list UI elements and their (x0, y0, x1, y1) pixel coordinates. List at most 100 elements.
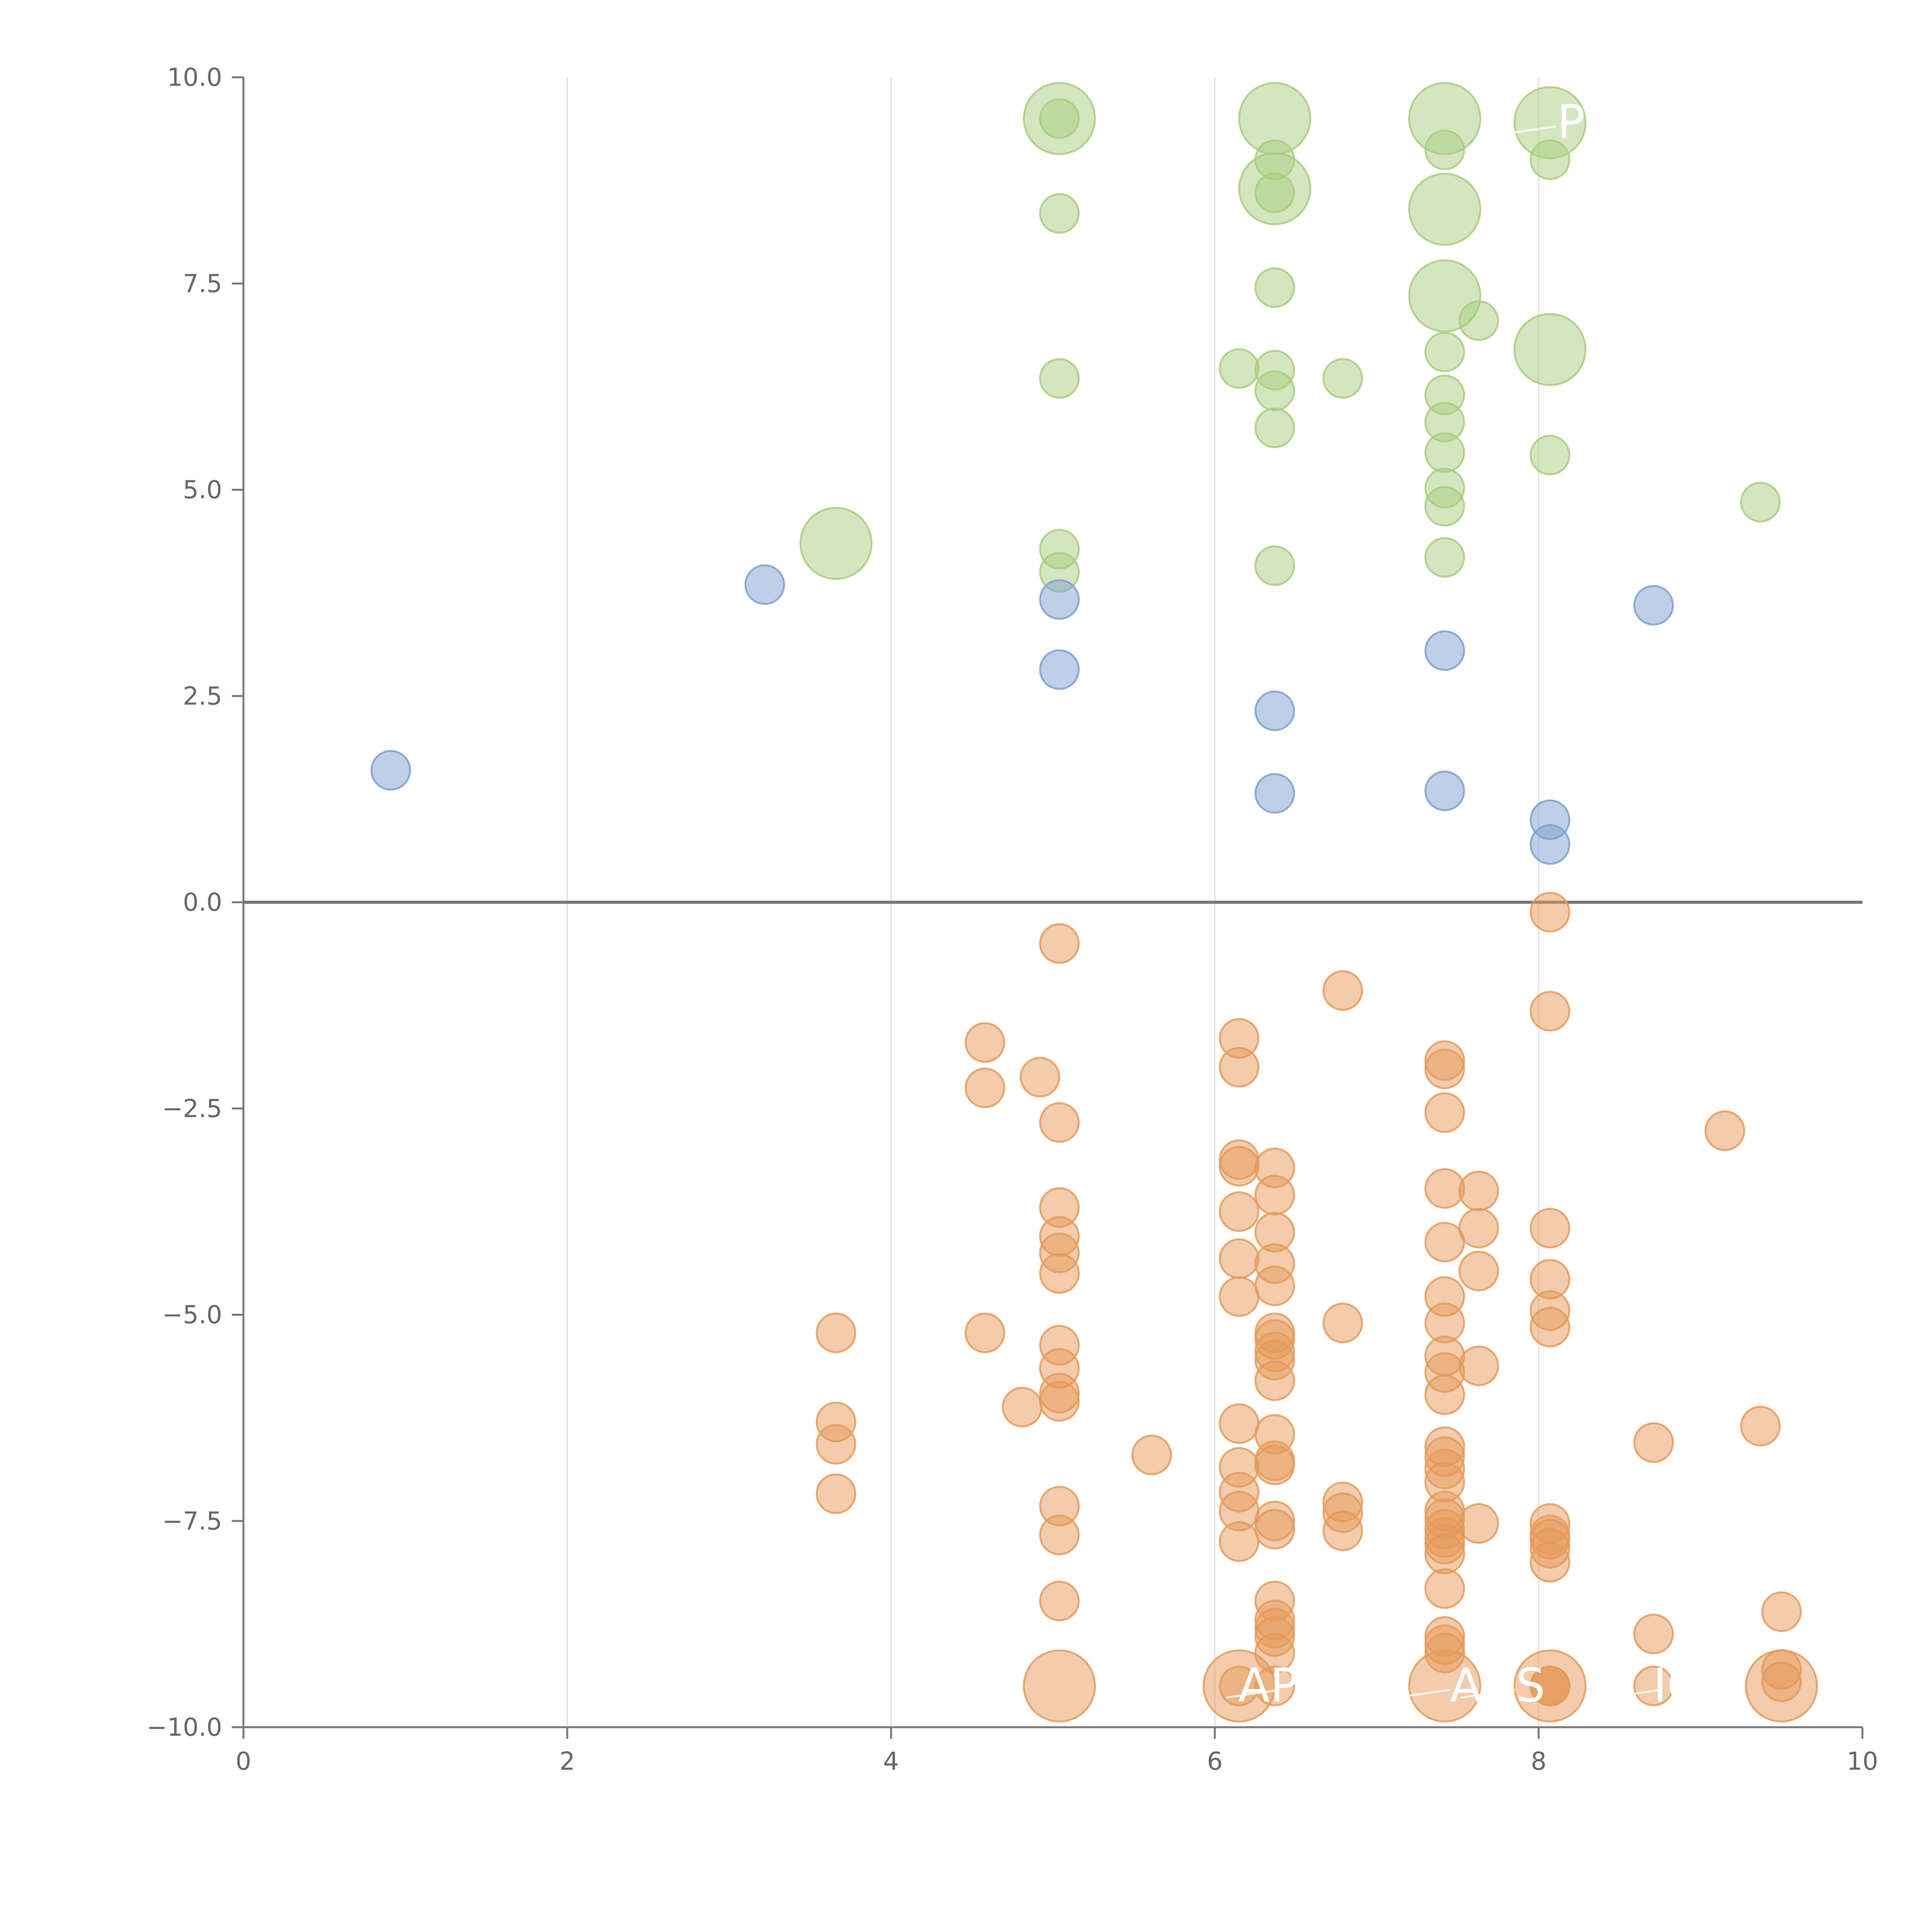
data-point-orange (1424, 1048, 1465, 1089)
data-point-orange (1219, 1191, 1260, 1232)
data-point-orange (1529, 991, 1570, 1032)
annotation-leader-line (1606, 1689, 1661, 1699)
data-point-green (1254, 172, 1295, 213)
data-point-green (1408, 173, 1481, 246)
axes: 0 2 4 6 8 10 10.0 7.5 5.0 2.5 0.0 −2.5 −5.0 −7.5 −10.0 (146, 63, 1878, 1776)
data-point-orange (1039, 923, 1080, 964)
data-point-orange (1529, 892, 1570, 933)
data-point-orange (1633, 1422, 1674, 1463)
data-point-orange (1322, 970, 1363, 1011)
data-point-orange (1458, 1208, 1499, 1248)
y-tick-label: 0.0 (183, 888, 222, 917)
data-point-orange (1529, 1307, 1570, 1348)
x-tick-label: 10 (1847, 1747, 1878, 1776)
data-point-blue (744, 564, 785, 605)
data-point-orange (1424, 1568, 1465, 1609)
data-point-green (1529, 435, 1570, 476)
data-point-blue (1039, 579, 1080, 620)
annotation-label: IC (1653, 1659, 1699, 1713)
data-point-green (1424, 332, 1465, 372)
y-tick-label: −10.0 (146, 1713, 222, 1742)
data-point-orange (1322, 1510, 1363, 1551)
y-tick-label: 7.5 (183, 270, 222, 298)
data-point-blue (1254, 773, 1295, 814)
x-tick-label: 6 (1207, 1747, 1223, 1776)
data-point-orange (1202, 1649, 1276, 1723)
data-point-orange (1761, 1591, 1802, 1632)
data-point-orange (1458, 1170, 1499, 1211)
annotation-leader-line (1396, 1689, 1451, 1699)
data-point-blue (1424, 770, 1465, 811)
annotation-label: S (1516, 1659, 1545, 1713)
data-point-blue (1633, 585, 1674, 626)
data-point-blue (1529, 824, 1570, 865)
data-point-orange (1254, 1175, 1295, 1216)
data-point-orange (1529, 1208, 1570, 1248)
data-point-orange (1424, 1374, 1465, 1415)
data-point-orange (1039, 1580, 1080, 1621)
data-point-green (1039, 358, 1080, 399)
data-point-orange (1254, 1444, 1295, 1485)
data-point-green (1424, 486, 1465, 527)
grid-lines (243, 77, 1862, 1727)
data-point-orange (964, 1022, 1005, 1063)
data-point-orange (816, 1473, 857, 1514)
data-point-orange (964, 1067, 1005, 1108)
data-point-green (1424, 537, 1465, 578)
data-point-green (1254, 407, 1295, 448)
data-point-orange (964, 1312, 1005, 1353)
data-point-orange (1002, 1387, 1043, 1428)
data-point-orange (1254, 1265, 1295, 1306)
series-orange-points (816, 892, 1818, 1723)
data-point-orange (1019, 1057, 1060, 1098)
data-point-orange (1458, 1345, 1499, 1386)
data-point-blue (1424, 630, 1465, 671)
data-point-orange (1219, 1276, 1260, 1317)
data-point-orange (1039, 1253, 1080, 1294)
data-point-orange (1219, 1238, 1260, 1279)
y-tick-label: −2.5 (162, 1095, 222, 1123)
data-point-orange (1219, 1047, 1260, 1088)
data-point-orange (1633, 1614, 1674, 1655)
data-point-orange (1529, 1542, 1570, 1583)
data-point-green (1513, 313, 1587, 386)
data-point-green (1529, 139, 1570, 180)
data-point-orange (1408, 1649, 1481, 1723)
data-point-orange (1254, 1509, 1295, 1550)
data-point-blue (1039, 649, 1080, 690)
annotation-label: A (1450, 1659, 1481, 1713)
data-point-orange (1219, 1521, 1260, 1562)
data-point-orange (1424, 1168, 1465, 1209)
data-point-orange (1424, 1534, 1465, 1575)
data-point-orange (1458, 1250, 1499, 1291)
data-point-orange (1219, 1403, 1260, 1444)
y-tick-label: −7.5 (162, 1507, 222, 1536)
data-point-green (1219, 348, 1260, 389)
data-point-green (1254, 370, 1295, 411)
x-tick-label: 0 (236, 1747, 252, 1776)
series-blue-points (370, 564, 1674, 865)
data-point-orange (1745, 1649, 1818, 1723)
data-point-blue (1254, 690, 1295, 731)
annotation-leader-line (1501, 125, 1556, 135)
data-point-green (1740, 482, 1781, 523)
data-point-blue (370, 750, 411, 791)
annotation-leader-line (1226, 1689, 1281, 1699)
data-point-green (1458, 300, 1499, 341)
data-point-orange (1039, 1515, 1080, 1556)
data-point-orange (1458, 1503, 1499, 1544)
y-tick-label: −5.0 (162, 1301, 222, 1330)
x-tick-label: 2 (560, 1747, 575, 1776)
data-point-orange (816, 1424, 857, 1465)
series-green-points (799, 82, 1781, 593)
data-point-orange (1023, 1649, 1096, 1723)
data-point-orange (1254, 1360, 1295, 1401)
data-point-green (1039, 98, 1080, 139)
data-point-green (799, 507, 873, 580)
data-point-orange (1039, 1102, 1080, 1143)
data-point-orange (1424, 1222, 1465, 1263)
data-point-green (1424, 129, 1465, 170)
data-point-green (1322, 358, 1363, 399)
data-point-orange (1529, 1665, 1570, 1706)
